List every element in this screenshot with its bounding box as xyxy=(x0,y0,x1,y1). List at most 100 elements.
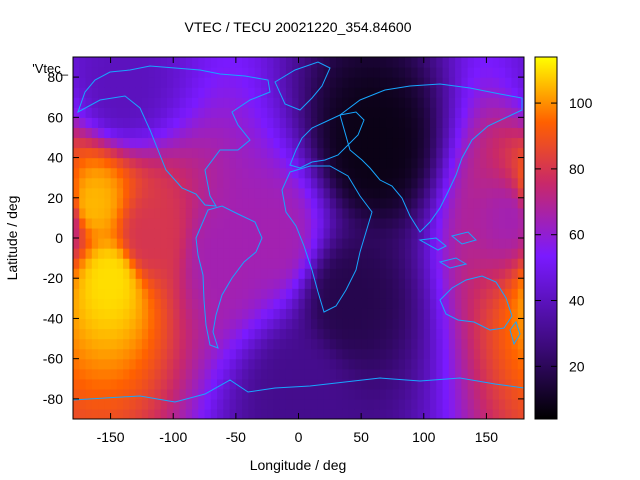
heatmap-cell xyxy=(292,97,300,108)
heatmap-cell xyxy=(248,87,256,98)
heatmap-cell xyxy=(173,268,181,279)
heatmap-cell xyxy=(442,217,450,229)
heatmap-cell xyxy=(461,278,469,289)
heatmap-cell xyxy=(285,77,293,88)
heatmap-cell xyxy=(336,358,343,370)
heatmap-cell xyxy=(98,258,105,269)
heatmap-cell xyxy=(379,398,387,410)
heatmap-cell xyxy=(198,328,206,340)
heatmap-cell xyxy=(448,268,456,279)
heatmap-cell xyxy=(342,57,350,68)
heatmap-cell xyxy=(367,258,375,269)
heatmap-cell xyxy=(404,147,412,159)
heatmap-cell xyxy=(498,268,506,279)
heatmap-cell xyxy=(166,137,174,149)
colorbar-gradient xyxy=(534,56,558,420)
heatmap-cell xyxy=(267,398,275,410)
heatmap-cell xyxy=(354,107,362,118)
heatmap-cell xyxy=(386,177,394,189)
heatmap-cell xyxy=(304,147,312,159)
heatmap-cell xyxy=(392,358,400,370)
heatmap-cell xyxy=(423,288,431,299)
heatmap-cell xyxy=(317,147,325,159)
heatmap-cell xyxy=(448,348,456,360)
heatmap-cell xyxy=(311,127,318,139)
heatmap-cell xyxy=(304,258,312,269)
heatmap-cell xyxy=(229,248,237,259)
heatmap-cell xyxy=(404,97,412,108)
heatmap-cell xyxy=(448,278,456,289)
heatmap-cell xyxy=(217,358,224,370)
heatmap-cell xyxy=(379,187,387,199)
heatmap-cell xyxy=(160,338,168,350)
heatmap-cell xyxy=(329,358,337,370)
heatmap-cell xyxy=(166,298,174,309)
heatmap-cell xyxy=(517,348,524,360)
heatmap-cell xyxy=(511,238,519,249)
heatmap-cell xyxy=(198,298,206,309)
heatmap-cell xyxy=(367,187,375,199)
heatmap-cell xyxy=(342,278,350,289)
heatmap-cell xyxy=(267,117,275,128)
heatmap-cell xyxy=(104,398,112,410)
heatmap-cell xyxy=(379,408,387,419)
heatmap-cell xyxy=(317,217,325,229)
heatmap-cell xyxy=(461,197,469,209)
heatmap-cell xyxy=(423,298,431,309)
coastlines xyxy=(73,61,524,403)
heatmap-cell xyxy=(386,248,394,259)
heatmap-cell xyxy=(492,87,500,98)
heatmap-cell xyxy=(267,147,275,159)
heatmap-cell xyxy=(129,157,137,169)
heatmap-cell xyxy=(123,348,130,360)
heatmap-cell xyxy=(386,238,394,249)
heatmap-cell xyxy=(411,97,419,108)
heatmap-cell xyxy=(116,137,124,149)
heatmap-cell xyxy=(217,258,224,269)
heatmap-cell xyxy=(229,187,237,199)
heatmap-cell xyxy=(148,358,156,370)
heatmap-cell xyxy=(348,388,356,400)
heatmap-cell xyxy=(285,177,293,189)
heatmap-cell xyxy=(404,308,412,320)
heatmap-cell xyxy=(298,268,306,279)
heatmap-cell xyxy=(160,388,168,400)
heatmap-cell xyxy=(292,227,300,239)
heatmap-cell xyxy=(129,227,137,239)
heatmap-cell xyxy=(486,177,494,189)
heatmap-cell xyxy=(292,398,300,410)
heatmap-cell xyxy=(517,288,524,299)
heatmap-cell xyxy=(492,137,500,149)
heatmap-cell xyxy=(348,348,356,360)
heatmap-cell xyxy=(354,167,362,179)
heatmap-cell xyxy=(85,278,93,289)
heatmap-cell xyxy=(129,187,137,199)
heatmap-cell xyxy=(298,348,306,360)
heatmap-cell xyxy=(505,207,513,219)
heatmap-cell xyxy=(73,167,80,179)
heatmap-cell xyxy=(198,308,206,320)
heatmap-cell xyxy=(423,227,431,239)
heatmap-cell xyxy=(135,77,143,88)
heatmap-cell xyxy=(423,117,431,128)
heatmap-cell xyxy=(79,187,87,199)
coastline-antarctica xyxy=(73,377,524,403)
heatmap-cell xyxy=(154,238,162,249)
heatmap-cell xyxy=(260,328,268,340)
heatmap-cell xyxy=(348,187,356,199)
heatmap-cell xyxy=(505,318,513,330)
heatmap-cell xyxy=(273,177,281,189)
heatmap-cell xyxy=(417,398,425,410)
heatmap-cell xyxy=(235,217,243,229)
heatmap-cell xyxy=(517,338,524,350)
heatmap-cell xyxy=(79,107,87,118)
heatmap-cell xyxy=(511,157,519,169)
heatmap-cell xyxy=(317,248,325,259)
heatmap-cell xyxy=(461,308,469,320)
heatmap-cell xyxy=(354,127,362,139)
heatmap-cell xyxy=(267,268,275,279)
heatmap-cell xyxy=(473,147,481,159)
heatmap-cell xyxy=(123,127,130,139)
heatmap-cell xyxy=(223,147,231,159)
heatmap-cell xyxy=(436,97,444,108)
